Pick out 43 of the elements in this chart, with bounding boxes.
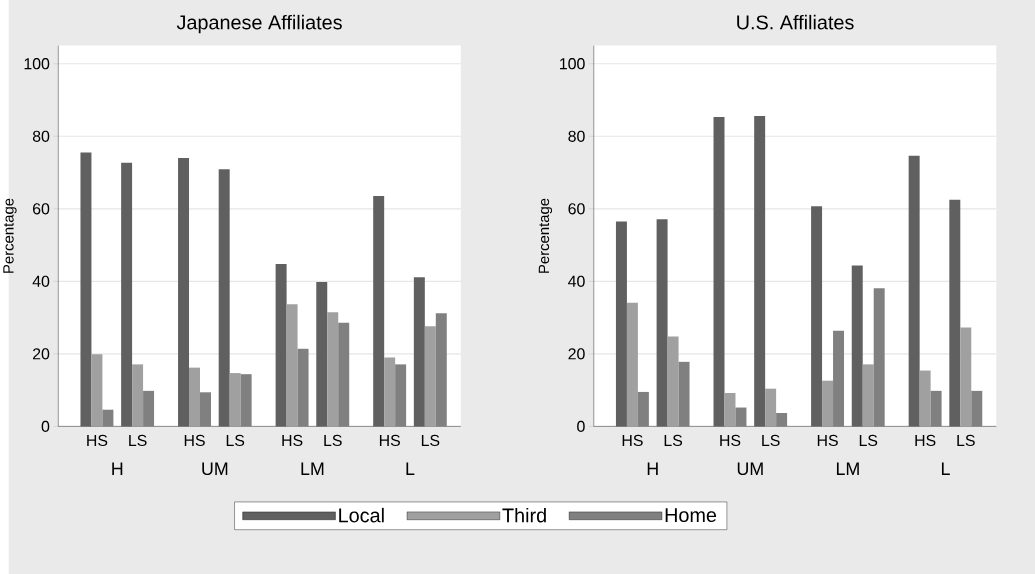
legend-label: Third (502, 507, 546, 523)
text: LM (836, 462, 859, 475)
y-tick-label: 60 (568, 203, 585, 215)
text: UM (737, 462, 763, 475)
y-tick-label: 0 (41, 420, 50, 432)
x-tick-label: HS (817, 434, 838, 447)
y-tick-label: 0 (577, 420, 585, 432)
x-tick-label: LS (762, 434, 780, 447)
legend-label: Local (339, 507, 384, 523)
x-tick-label: HS (720, 434, 741, 447)
x-tick-label: HS (622, 434, 643, 447)
y-tick-label: 100 (560, 58, 585, 70)
y-tick-label: 20 (568, 348, 585, 360)
text: L (941, 462, 950, 475)
chart-title: U.S. Affiliates (737, 14, 854, 30)
x-tick-label: LS (664, 434, 683, 447)
x-tick-label: HS (87, 434, 108, 447)
y-tick-label: 80 (568, 130, 585, 142)
x-tick-label: HS (184, 434, 205, 447)
text: LM (301, 462, 324, 475)
text: H (647, 462, 658, 475)
x-tick-label: LS (957, 434, 975, 447)
x-tick-label: LS (324, 434, 342, 447)
y-tick-label: 60 (33, 203, 50, 215)
x-tick-label: HS (379, 434, 400, 447)
y-tick-label: 40 (568, 275, 585, 287)
y-axis-title: Percentage (3, 198, 17, 273)
y-tick-label: 40 (32, 275, 50, 287)
y-axis-title: Percentage (538, 198, 553, 273)
x-tick-label: HS (282, 434, 303, 447)
legend-label: Home (665, 508, 717, 523)
y-tick-label: 20 (33, 348, 50, 360)
x-tick-label: LS (129, 434, 147, 447)
x-tick-label: LS (421, 434, 440, 447)
text: L (406, 462, 415, 475)
y-tick-label: 100 (24, 58, 50, 70)
text: UM (202, 462, 228, 475)
x-tick-label: HS (915, 434, 936, 447)
text: H (112, 462, 123, 475)
y-tick-label: 80 (32, 130, 50, 142)
x-tick-label: LS (226, 434, 245, 447)
x-tick-label: LS (859, 434, 878, 447)
chart-title: Japanese Affiliates (176, 14, 342, 34)
